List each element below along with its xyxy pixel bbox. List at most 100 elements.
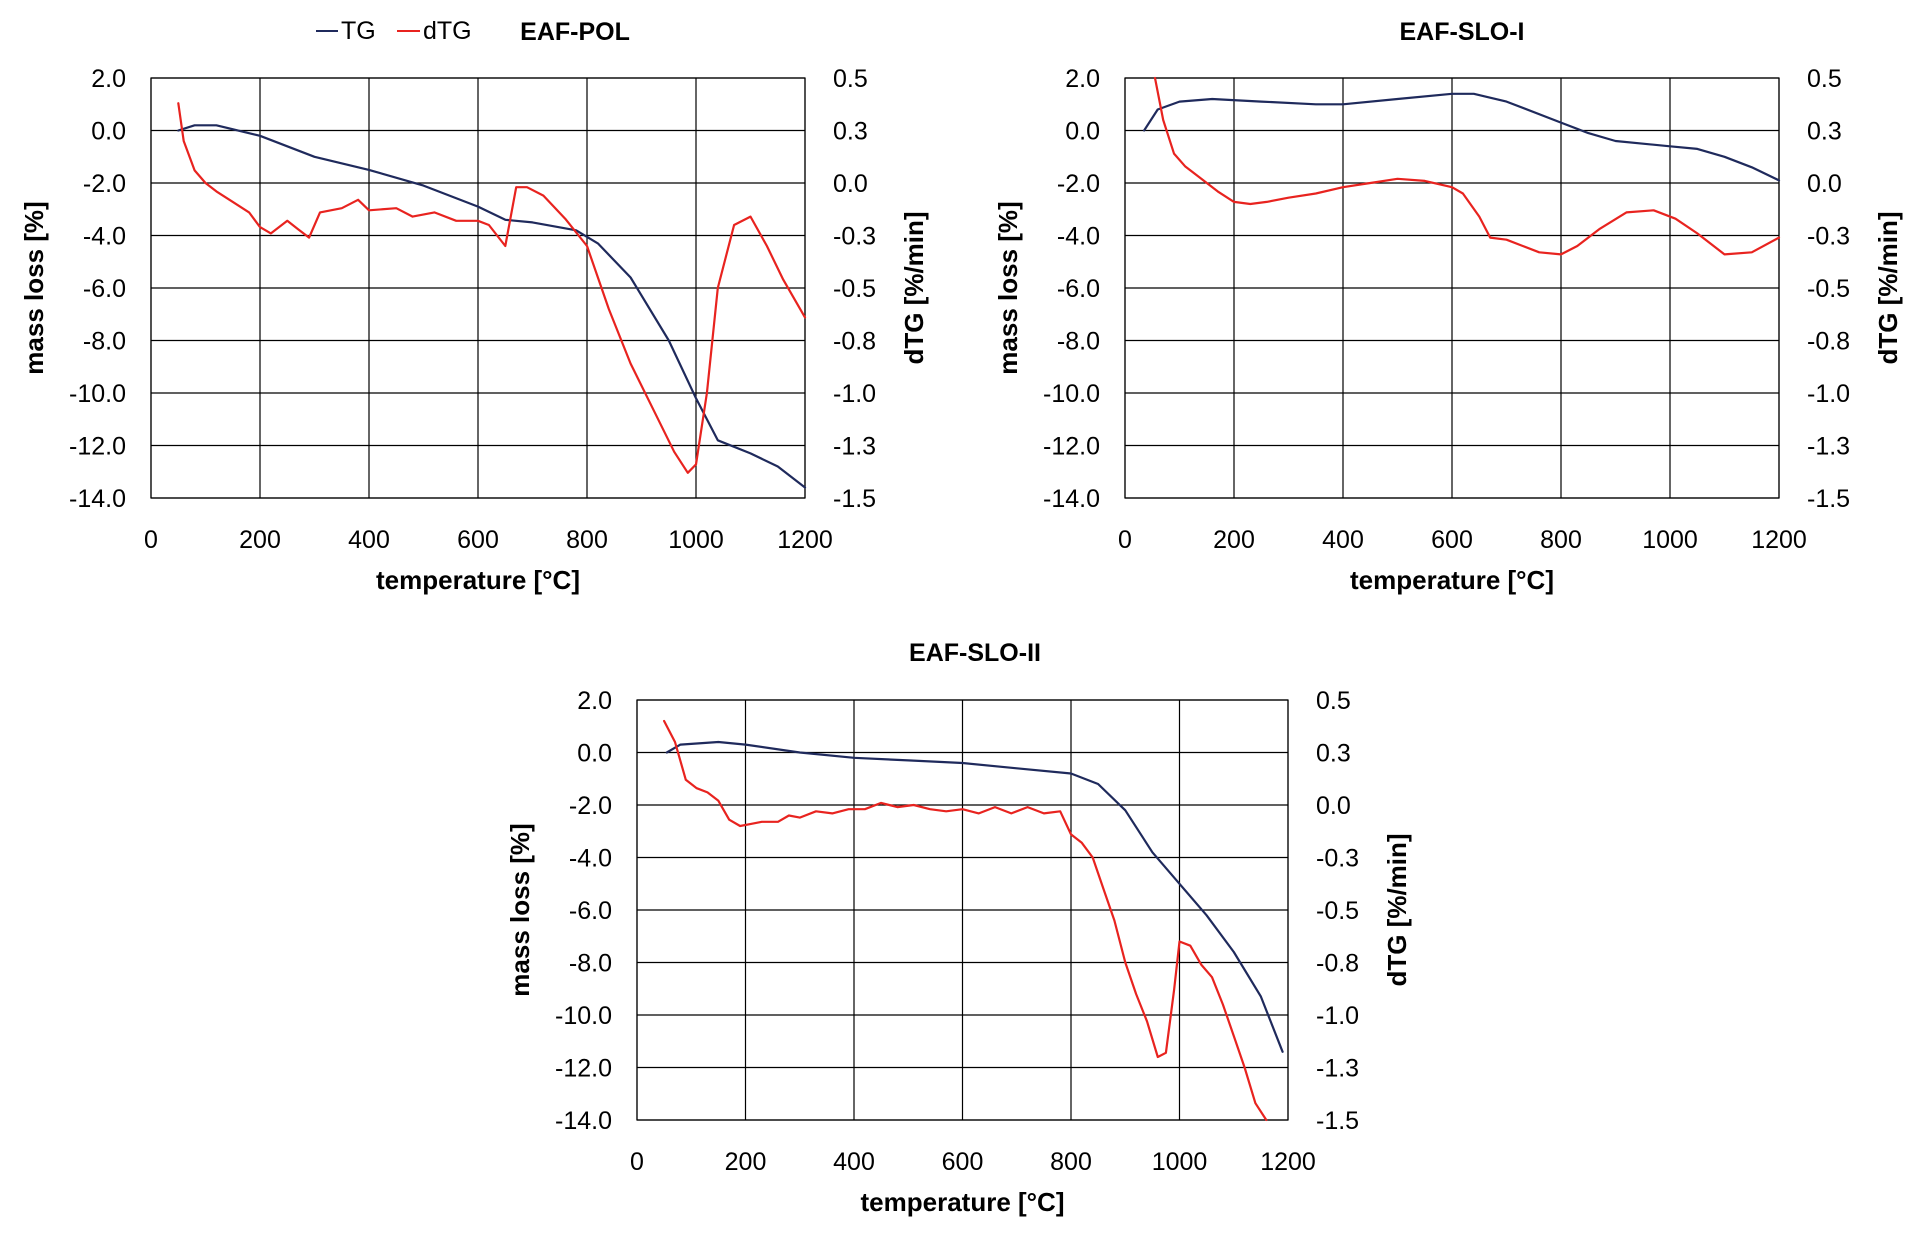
x-tick-label: 200 <box>725 1148 767 1176</box>
y-tick-label: 0.0 <box>91 118 126 146</box>
y2-tick-label: -0.3 <box>833 223 876 251</box>
y-tick-label: -10.0 <box>69 380 126 408</box>
x-tick-label: 200 <box>239 526 281 554</box>
plot-area <box>636 699 1289 1121</box>
y-tick-label: -2.0 <box>1057 170 1100 198</box>
y-tick-label: -4.0 <box>1057 223 1100 251</box>
x-tick-label: 400 <box>833 1148 875 1176</box>
y-tick-label: 2.0 <box>577 687 612 715</box>
x-axis-title: temperature [°C] <box>376 565 580 595</box>
x-axis-title: temperature [°C] <box>861 1187 1065 1217</box>
y2-tick-label: -0.3 <box>1807 223 1850 251</box>
y2-tick-label: -1.5 <box>1807 485 1850 513</box>
chart-1: EAF-POL 2.0 0.0 -2.0 -4.0 -6.0 -8.0 -10.0 -12.0 -… <box>19 18 929 595</box>
x-tick-label: 800 <box>1540 526 1582 554</box>
y-tick-label: 0.0 <box>1065 118 1100 146</box>
x-tick-label: 600 <box>942 1148 984 1176</box>
legend-dtg-label: dTG <box>423 17 472 45</box>
x-axis-title: temperature [°C] <box>1350 565 1554 595</box>
y-tick-label: -10.0 <box>555 1002 612 1030</box>
y2-tick-label: -0.3 <box>1316 845 1359 873</box>
y2-tick-label: -0.8 <box>1807 328 1850 356</box>
chart-title: EAF-POL <box>520 18 630 46</box>
y-tick-label: -6.0 <box>569 897 612 925</box>
y2-tick-label: -1.0 <box>1316 1002 1359 1030</box>
x-tick-label: 400 <box>348 526 390 554</box>
y2-tick-label: 0.5 <box>1316 687 1351 715</box>
y-tick-label: -14.0 <box>555 1107 612 1135</box>
y-tick-label: 0.0 <box>577 740 612 768</box>
y2-axis-title: dTG [%/min] <box>1382 833 1412 986</box>
y-axis-title: mass loss [%] <box>505 823 535 996</box>
y2-axis-title: dTG [%/min] <box>1873 211 1903 364</box>
x-tick-label: 1000 <box>668 526 724 554</box>
y-tick-label: -12.0 <box>555 1055 612 1083</box>
x-tick-label: 0 <box>144 526 158 554</box>
y2-tick-label: -0.5 <box>1807 275 1850 303</box>
y-tick-label: -6.0 <box>83 275 126 303</box>
chart-3: EAF-SLO-II 2.0 0.0 -2.0 -4.0 -6.0 -8.0 -10.0 -12… <box>505 639 1412 1217</box>
chart-title: EAF-SLO-I <box>1400 18 1525 46</box>
legend-tg-label: TG <box>341 17 376 45</box>
chart-2: EAF-SLO-I 2.0 0.0 -2.0 -4.0 -6.0 -8.0 -10.0 -12.… <box>993 18 1903 595</box>
y-tick-label: -4.0 <box>569 845 612 873</box>
y-tick-label: -2.0 <box>569 792 612 820</box>
x-tick-label: 1200 <box>777 526 833 554</box>
x-tick-label: 800 <box>1050 1148 1092 1176</box>
y2-tick-label: -1.3 <box>833 433 876 461</box>
x-tick-label: 0 <box>630 1148 644 1176</box>
y2-tick-label: 0.0 <box>1316 792 1351 820</box>
y2-tick-label: 0.0 <box>833 170 868 198</box>
series-line-dtg <box>662 719 1268 1122</box>
x-tick-label: 1000 <box>1642 526 1698 554</box>
y-tick-label: -8.0 <box>569 950 612 978</box>
y-tick-label: -6.0 <box>1057 275 1100 303</box>
series-line-tg <box>177 124 807 489</box>
y-tick-label: -14.0 <box>1043 485 1100 513</box>
legend: TG dTG <box>316 17 472 45</box>
y2-tick-label: -1.5 <box>833 485 876 513</box>
x-tick-label: 1200 <box>1260 1148 1316 1176</box>
y2-tick-label: 0.5 <box>833 65 868 93</box>
y-tick-label: 2.0 <box>91 65 126 93</box>
y-tick-label: -14.0 <box>69 485 126 513</box>
x-tick-label: 400 <box>1322 526 1364 554</box>
y-axis-title: mass loss [%] <box>993 201 1023 374</box>
y-tick-label: -2.0 <box>83 170 126 198</box>
chart-title: EAF-SLO-II <box>909 639 1041 667</box>
series-line-tg <box>665 740 1284 1053</box>
plot-area <box>150 77 806 499</box>
y2-tick-label: -0.8 <box>1316 950 1359 978</box>
x-tick-label: 200 <box>1213 526 1255 554</box>
y2-tick-label: -1.5 <box>1316 1107 1359 1135</box>
x-tick-label: 0 <box>1118 526 1132 554</box>
y2-tick-label: 0.3 <box>1316 740 1351 768</box>
plot-area <box>1124 77 1780 499</box>
x-tick-label: 1200 <box>1751 526 1807 554</box>
y2-tick-label: -1.3 <box>1316 1055 1359 1083</box>
y-tick-label: -8.0 <box>1057 328 1100 356</box>
x-tick-label: 600 <box>1431 526 1473 554</box>
y2-tick-label: -0.5 <box>833 275 876 303</box>
y2-tick-label: -1.0 <box>833 380 876 408</box>
y-tick-label: 2.0 <box>1065 65 1100 93</box>
y-tick-label: -12.0 <box>1043 433 1100 461</box>
series-line-tg <box>1142 92 1781 182</box>
y2-tick-label: 0.3 <box>833 118 868 146</box>
series-line-dtg <box>177 102 807 474</box>
y2-axis-title: dTG [%/min] <box>899 211 929 364</box>
x-tick-label: 1000 <box>1152 1148 1208 1176</box>
y2-tick-label: 0.0 <box>1807 170 1842 198</box>
x-tick-label: 600 <box>457 526 499 554</box>
y-axis-title: mass loss [%] <box>19 201 49 374</box>
y2-tick-label: -0.8 <box>833 328 876 356</box>
y2-tick-label: -1.3 <box>1807 433 1850 461</box>
y2-tick-label: -0.5 <box>1316 897 1359 925</box>
y-tick-label: -10.0 <box>1043 380 1100 408</box>
y2-tick-label: -1.0 <box>1807 380 1850 408</box>
x-tick-label: 800 <box>566 526 608 554</box>
y-tick-label: -8.0 <box>83 328 126 356</box>
y2-tick-label: 0.5 <box>1807 65 1842 93</box>
y-tick-label: -4.0 <box>83 223 126 251</box>
